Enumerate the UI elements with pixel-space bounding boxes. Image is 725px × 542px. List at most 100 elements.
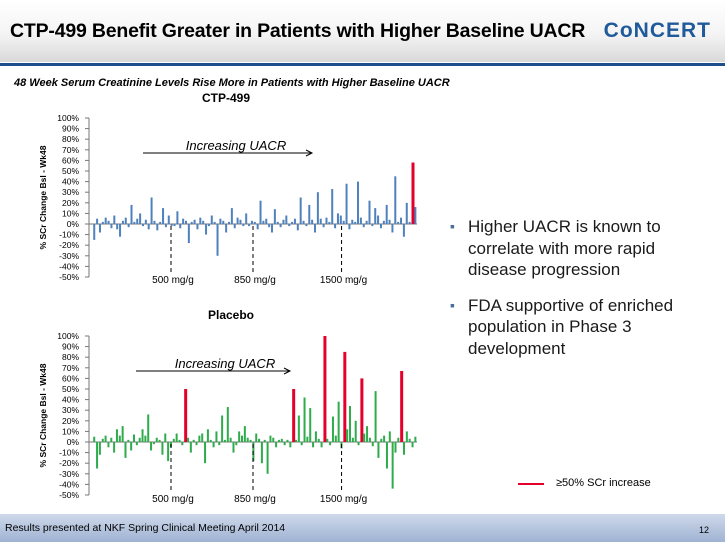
data-bar bbox=[299, 197, 302, 224]
data-bar bbox=[144, 219, 147, 224]
data-bar bbox=[371, 224, 374, 227]
data-bar bbox=[283, 442, 286, 446]
data-bar bbox=[302, 220, 305, 224]
data-bar bbox=[325, 217, 328, 224]
y-tick-label: 20% bbox=[62, 198, 79, 208]
data-bar bbox=[291, 221, 294, 224]
data-bar bbox=[107, 442, 110, 448]
data-bar bbox=[317, 438, 320, 442]
data-bar bbox=[388, 431, 391, 442]
highlight-bar bbox=[400, 370, 404, 442]
y-axis-label: % SCr Change Bsl - Wk48 bbox=[38, 363, 48, 467]
y-tick-label: 10% bbox=[62, 426, 79, 436]
data-bar bbox=[288, 224, 291, 227]
data-bar bbox=[385, 204, 388, 224]
data-bar bbox=[379, 224, 382, 229]
arrow-head-icon bbox=[305, 149, 314, 157]
y-tick-label: -40% bbox=[59, 261, 79, 271]
data-bar bbox=[260, 442, 263, 464]
bullet-text: FDA supportive of enriched population in… bbox=[468, 295, 674, 358]
data-bar bbox=[164, 224, 167, 228]
data-bar bbox=[238, 431, 241, 442]
data-bar bbox=[156, 224, 159, 231]
y-tick-label: 0% bbox=[67, 437, 80, 447]
y-tick-label: 100% bbox=[57, 331, 79, 341]
data-bar bbox=[383, 435, 386, 442]
data-bar bbox=[219, 218, 222, 224]
data-bar bbox=[187, 437, 190, 442]
data-bar bbox=[133, 434, 136, 442]
data-bar bbox=[303, 397, 306, 442]
data-bar bbox=[248, 224, 251, 227]
data-bar bbox=[210, 215, 213, 224]
data-bar bbox=[93, 436, 96, 442]
data-bar bbox=[351, 437, 354, 442]
data-bar bbox=[221, 415, 224, 442]
data-bar bbox=[362, 224, 365, 228]
data-bar bbox=[216, 224, 219, 256]
slide-title: CTP-499 Benefit Greater in Patients with… bbox=[10, 20, 586, 42]
data-bar bbox=[337, 401, 340, 442]
data-bar bbox=[135, 442, 138, 446]
data-bar bbox=[96, 218, 99, 224]
threshold-label: 850 mg/g bbox=[234, 494, 276, 505]
data-bar bbox=[242, 224, 245, 227]
data-bar bbox=[403, 442, 406, 455]
highlight-bar bbox=[343, 351, 347, 442]
data-bar bbox=[207, 224, 210, 227]
data-bar bbox=[176, 211, 179, 224]
data-bar bbox=[206, 429, 209, 442]
data-bar bbox=[368, 437, 371, 442]
data-bar bbox=[98, 224, 101, 233]
data-bar bbox=[285, 215, 288, 224]
data-bar bbox=[119, 224, 122, 237]
data-bar bbox=[144, 435, 147, 442]
y-tick-label: 50% bbox=[62, 166, 79, 176]
title-divider bbox=[0, 63, 725, 66]
data-bar bbox=[246, 437, 249, 442]
y-tick-label: -20% bbox=[59, 458, 79, 468]
data-bar bbox=[268, 224, 271, 228]
data-bar bbox=[250, 220, 253, 224]
concert-logo: CoNCERT bbox=[603, 19, 711, 42]
y-tick-label: -10% bbox=[59, 448, 79, 458]
data-bar bbox=[182, 218, 185, 224]
data-bar bbox=[374, 208, 377, 224]
data-bar bbox=[311, 219, 314, 224]
data-bar bbox=[414, 207, 417, 224]
data-bar bbox=[229, 437, 232, 442]
highlight-bar bbox=[292, 389, 296, 442]
data-bar bbox=[295, 439, 298, 442]
data-bar bbox=[326, 438, 329, 442]
data-bar bbox=[322, 224, 325, 228]
data-bar bbox=[411, 442, 414, 448]
y-tick-label: -20% bbox=[59, 240, 79, 250]
data-bar bbox=[113, 442, 116, 453]
data-bar bbox=[201, 433, 204, 442]
data-bar bbox=[336, 213, 339, 224]
data-bar bbox=[193, 219, 196, 224]
data-bar bbox=[345, 183, 348, 224]
uacr-annotation: Increasing UACR bbox=[186, 138, 286, 153]
data-bar bbox=[218, 442, 221, 446]
data-bar bbox=[342, 220, 345, 224]
bullet-item: ▪ Higher UACR is known to correlate with … bbox=[450, 216, 715, 281]
data-bar bbox=[286, 439, 289, 442]
data-bar bbox=[175, 433, 178, 442]
title-bar: CTP-499 Benefit Greater in Patients with… bbox=[0, 0, 725, 62]
data-bar bbox=[408, 438, 411, 442]
data-bar bbox=[107, 220, 110, 224]
data-bar bbox=[414, 436, 417, 442]
data-bar bbox=[159, 221, 162, 224]
data-bar bbox=[366, 426, 369, 442]
data-bar bbox=[400, 217, 403, 224]
y-tick-label: 0% bbox=[67, 219, 80, 229]
data-bar bbox=[265, 218, 268, 224]
data-bar bbox=[139, 213, 142, 224]
data-bar bbox=[255, 433, 258, 442]
data-bar bbox=[305, 224, 308, 227]
data-bar bbox=[161, 442, 164, 455]
data-bar bbox=[334, 435, 337, 442]
data-bar bbox=[130, 442, 133, 451]
